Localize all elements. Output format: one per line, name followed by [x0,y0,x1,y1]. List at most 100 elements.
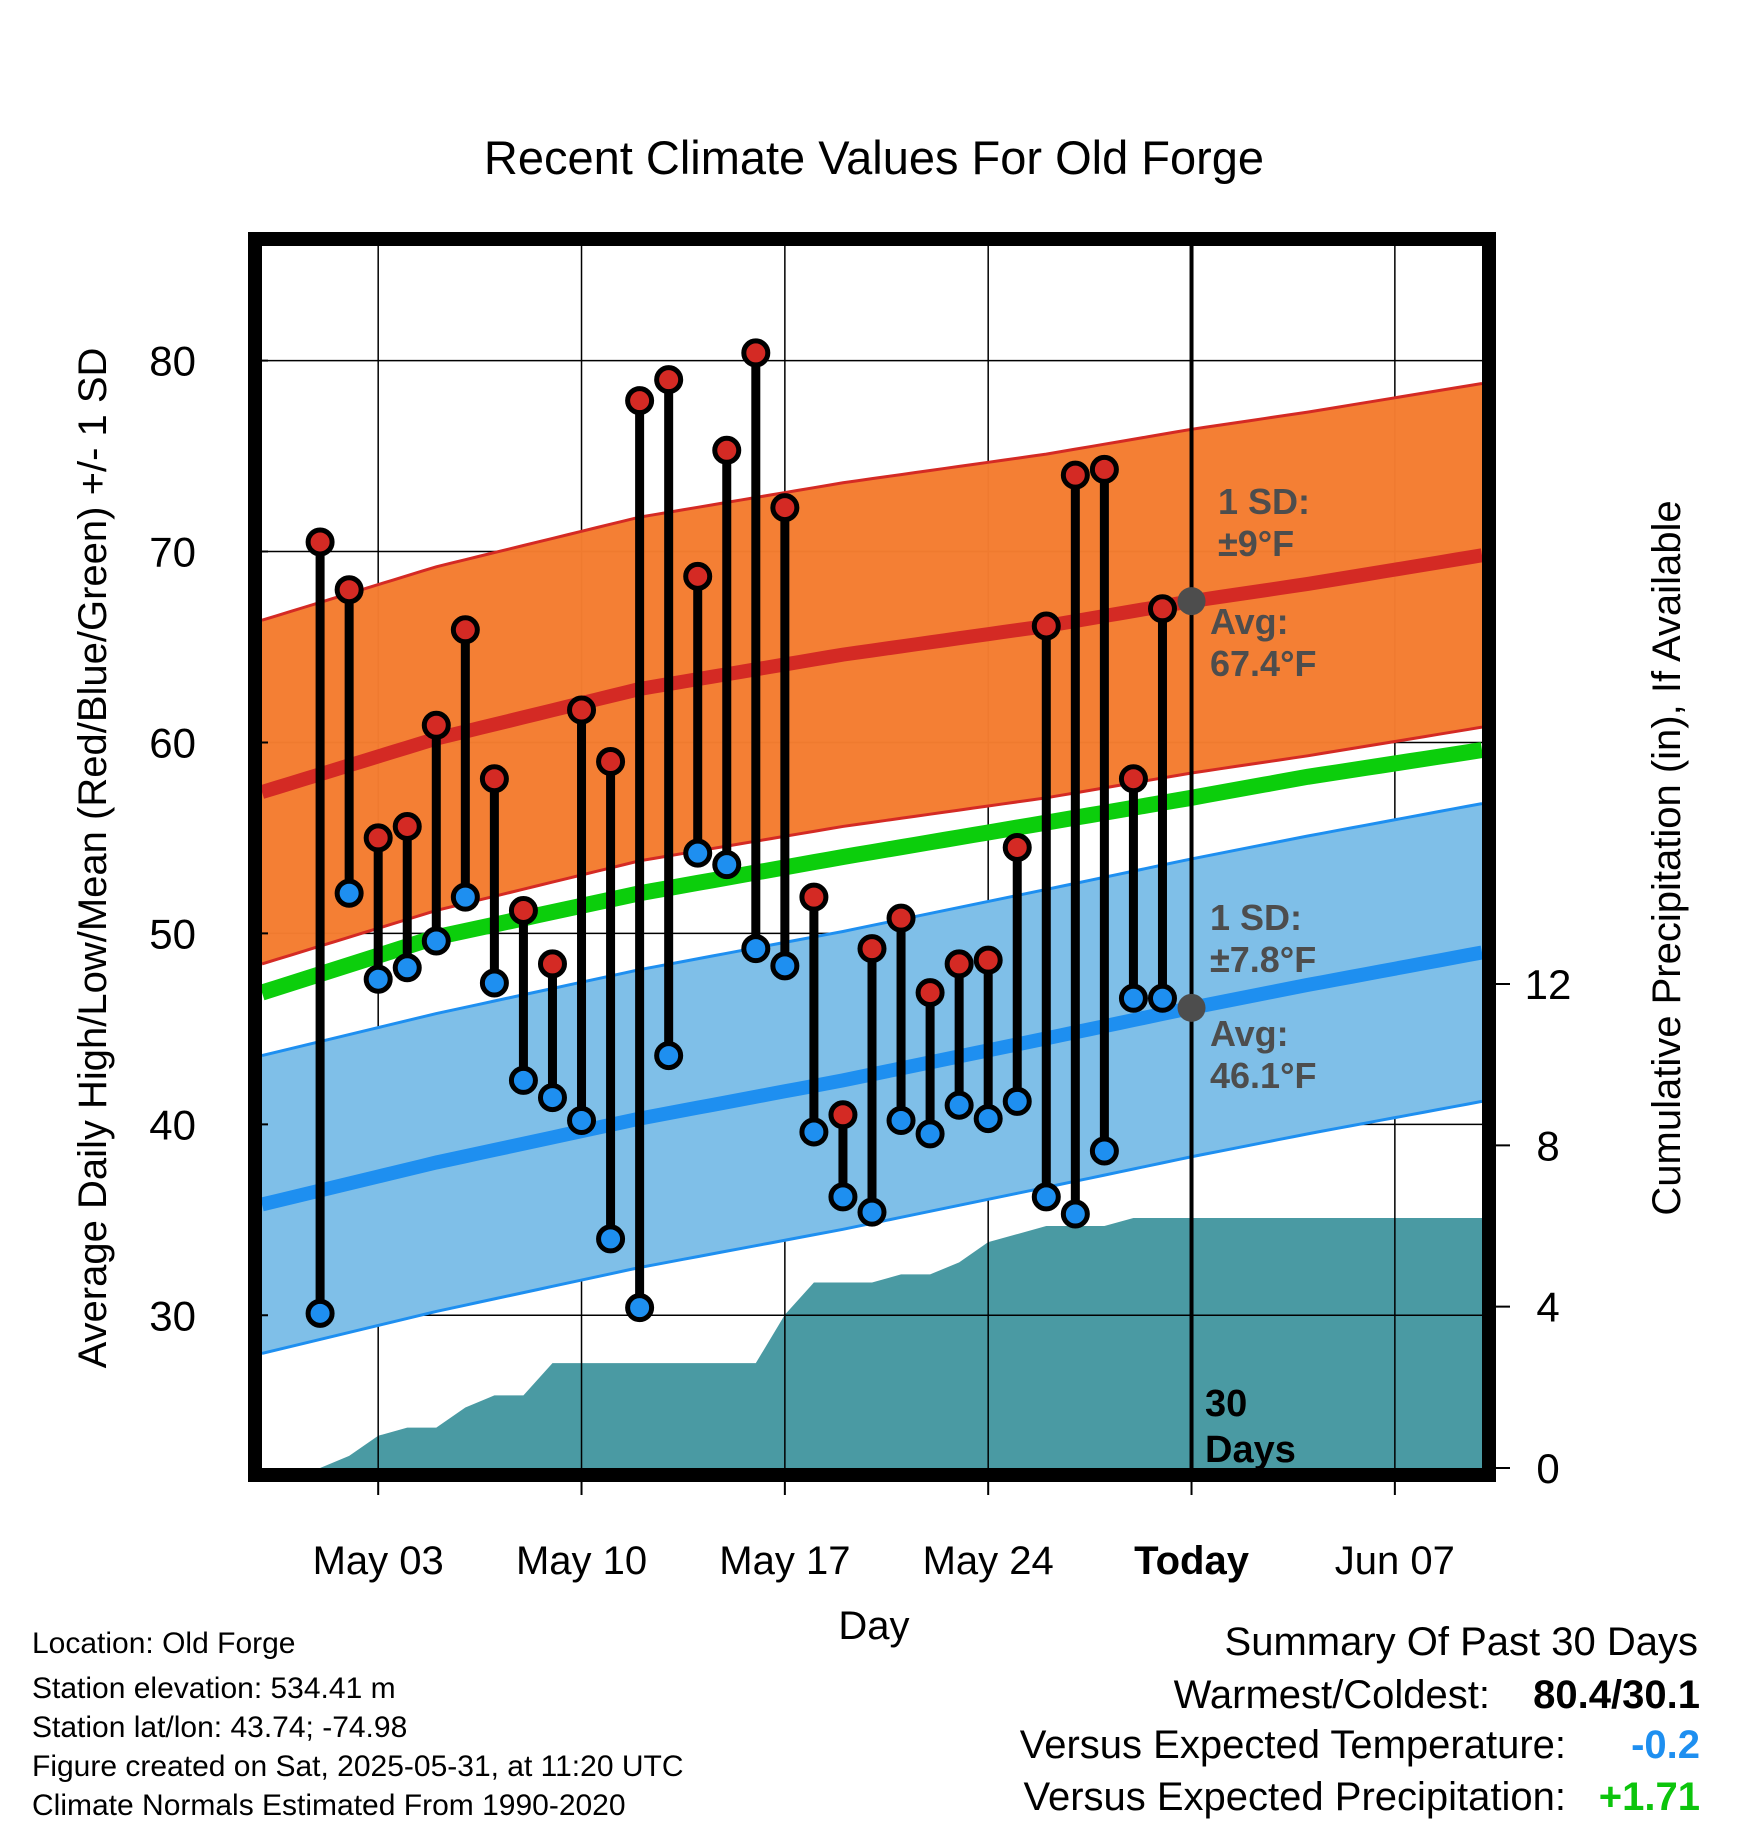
obs-high-point [654,365,684,395]
info-normals: Climate Normals Estimated From 1990-2020 [32,1789,626,1822]
obs-low-point [1147,983,1177,1013]
high-avg-value: 67.4°F [1210,643,1316,684]
today-low-marker [1177,993,1206,1022]
y-tick-label: 50 [149,910,196,957]
y-axis-title: Average Daily High/Low/Mean (Red/Blue/Gr… [71,348,115,1369]
summary-precip-label: Versus Expected Precipitation: [1023,1775,1566,1819]
y2-axis-title: Cumulative Precipitation (in), If Availa… [1645,500,1689,1215]
high-avg-label: Avg: [1210,601,1289,642]
y-tick-label: 80 [149,338,196,385]
obs-high-point [1118,764,1148,794]
obs-high-point [567,695,597,725]
obs-low-point [334,878,364,908]
high-sd-value: ±9°F [1218,523,1294,564]
obs-high-point [915,978,945,1008]
high-sd-band [262,383,1482,964]
y2-tick-label: 8 [1536,1122,1559,1169]
obs-high-point [770,493,800,523]
obs-low-point [479,968,509,998]
obs-high-point [305,527,335,557]
summary-warmest-label: Warmest/Coldest: [1173,1673,1490,1717]
obs-high-point [973,945,1003,975]
precip-area [262,1217,1482,1468]
y2-tick-label: 12 [1525,961,1572,1008]
obs-low-point [1089,1136,1119,1166]
today-days-label: 30 [1205,1383,1247,1425]
x-axis-title: Day [838,1604,909,1648]
info-latlon: Station lat/lon: 43.74; -74.98 [32,1711,408,1744]
obs-high-point [421,710,451,740]
obs-high-point [537,949,567,979]
obs-high-point [392,811,422,841]
low-sd-value: ±7.8°F [1210,939,1316,980]
obs-low-point [392,953,422,983]
low-avg-value: 46.1°F [1210,1055,1316,1096]
summary-precip-value: +1.71 [1598,1775,1700,1819]
obs-low-point [944,1090,974,1120]
summary-temp-value: -0.2 [1631,1723,1700,1767]
low-sd-label: 1 SD: [1210,897,1302,938]
obs-low-point [625,1293,655,1323]
info-elevation: Station elevation: 534.41 m [32,1672,396,1705]
obs-high-point [712,435,742,465]
obs-high-point [799,882,829,912]
obs-low-point [508,1065,538,1095]
obs-high-point [450,615,480,645]
y-tick-label: 60 [149,719,196,766]
today-days-label-2: Days [1205,1429,1296,1471]
obs-low-point [770,951,800,981]
x-tick-label: May 03 [313,1539,444,1583]
obs-low-point [741,934,771,964]
obs-low-point [363,964,393,994]
obs-high-point [1060,460,1090,490]
normal-mean-line [262,742,1482,1001]
obs-low-point [799,1117,829,1147]
obs-low-point [537,1083,567,1113]
x-tick-label: May 10 [516,1539,647,1583]
obs-high-point [1002,832,1032,862]
x-tick-label: Today [1134,1539,1250,1583]
obs-low-point [1118,983,1148,1013]
obs-low-point [421,926,451,956]
obs-low-point [683,838,713,868]
obs-high-point [1031,611,1061,641]
low-band-upper [262,802,1482,1058]
obs-high-point [1089,454,1119,484]
obs-high-point [944,949,974,979]
high-band-upper [262,381,1482,622]
info-location: Location: Old Forge [32,1627,296,1660]
obs-high-point [1147,594,1177,624]
low-avg-label: Avg: [1210,1013,1289,1054]
obs-low-point [654,1041,684,1071]
obs-high-point [857,934,887,964]
y-tick-label: 30 [149,1292,196,1339]
obs-low-point [857,1197,887,1227]
today-high-marker [1177,587,1206,616]
obs-low-point [973,1104,1003,1134]
obs-low-point [1031,1182,1061,1212]
obs-low-point [712,850,742,880]
obs-low-point [1060,1199,1090,1229]
obs-low-point [828,1182,858,1212]
x-tick-label: May 17 [719,1539,850,1583]
x-tick-label: Jun 07 [1335,1539,1455,1583]
obs-low-point [450,882,480,912]
obs-high-point [334,575,364,605]
obs-high-point [508,895,538,925]
obs-high-point [479,764,509,794]
obs-high-point [741,338,771,368]
obs-high-point [363,823,393,853]
chart-title: Recent Climate Values For Old Forge [484,131,1264,184]
obs-low-point [1002,1086,1032,1116]
obs-low-point [567,1105,597,1135]
obs-low-point [596,1224,626,1254]
obs-high-point [886,903,916,933]
info-created: Figure created on Sat, 2025-05-31, at 11… [32,1750,684,1783]
high-sd-label: 1 SD: [1218,481,1310,522]
summary-temp-label: Versus Expected Temperature: [1019,1723,1566,1767]
obs-low-point [305,1298,335,1328]
summary-warmest-value: 80.4/30.1 [1533,1673,1700,1717]
obs-high-point [625,386,655,416]
obs-high-point [596,747,626,777]
